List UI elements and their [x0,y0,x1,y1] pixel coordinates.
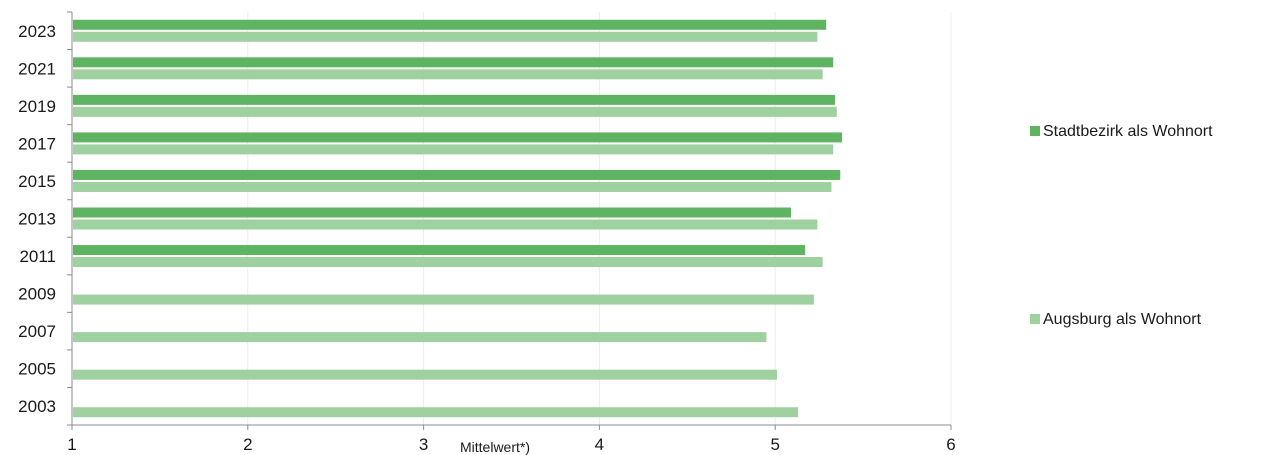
legend-label: Augsburg als Wohnort [1043,311,1202,328]
x-tick-labels: 1 2 3 4 5 6 [67,435,955,454]
y-tick-label: 2005 [18,360,56,379]
axes [71,12,951,426]
y-tick-label: 2015 [18,172,56,191]
bar [73,369,777,380]
bar [73,144,834,155]
y-tick-label: 2011 [19,247,56,266]
legend-swatch [1030,314,1040,324]
bars [73,19,843,418]
bar [73,31,818,42]
y-tick-label: 2023 [18,22,56,41]
bar [73,294,814,305]
x-tick-label: 6 [946,435,955,454]
bar [73,57,834,68]
bar [73,181,832,192]
bar [73,169,841,180]
x-tick-label: 4 [595,435,604,454]
x-tick-label: 2 [243,435,252,454]
bar [73,245,806,256]
legend-label: Stadtbezirk als Wohnort [1043,123,1213,140]
bar [73,94,835,105]
bar [73,106,837,117]
x-tick-label: 5 [770,435,779,454]
x-axis-title: Mittelwert*) [460,439,530,455]
y-tick-label: 2009 [18,285,56,304]
bar [73,132,843,143]
y-tick-label: 2021 [18,59,56,78]
y-tick-label: 2007 [18,322,56,341]
bar [73,19,827,30]
bar [73,207,792,218]
legend: Stadtbezirk als Wohnort Augsburg als Wohn… [1030,123,1213,328]
legend-swatch [1030,126,1040,136]
bar [73,407,799,418]
y-tick-label: 2017 [18,134,56,153]
y-tick-label: 2013 [18,210,56,229]
y-tick-label: 2003 [18,397,56,416]
bar [73,69,823,80]
gridlines [71,12,952,430]
bar [73,219,818,230]
bar [73,257,823,268]
y-tick-label: 2019 [18,97,56,116]
bar [73,332,767,343]
x-tick-label: 3 [419,435,428,454]
x-tick-label: 1 [67,435,76,454]
y-tick-labels: 2023 2021 2019 2017 2015 2013 2011 2009 2007 2005… [18,11,72,426]
